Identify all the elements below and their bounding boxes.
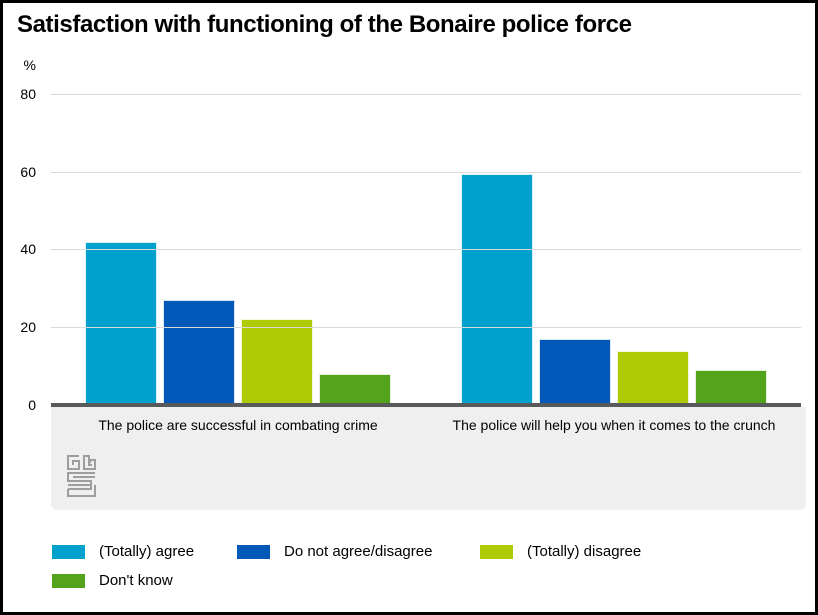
y-axis-unit-label: % <box>23 57 36 73</box>
x-axis-band: The police are successful in combating c… <box>51 407 806 510</box>
y-tick-label-20: 20 <box>20 319 36 336</box>
legend-label: Don't know <box>99 572 173 589</box>
bar-totally-disagree-category-1 <box>241 319 313 405</box>
cbs-logo <box>67 455 96 497</box>
gridline-40 <box>51 249 801 251</box>
legend: (Totally) agree Do not agree/disagree (Tot… <box>3 3 815 612</box>
bar-totally-agree-category-2 <box>461 173 533 405</box>
legend-item-totally-disagree[interactable]: (Totally) disagree <box>480 543 641 560</box>
legend-swatch-totally-agree <box>52 544 85 559</box>
x-axis-line <box>51 403 801 407</box>
legend-item-totally-agree[interactable]: (Totally) agree <box>52 543 194 560</box>
x-category-label-1: The police are successful in combating c… <box>98 417 378 433</box>
legend-label: (Totally) agree <box>99 543 195 560</box>
bar-don-t-know-category-2 <box>695 370 767 405</box>
legend-swatch-don-t-know <box>52 573 85 588</box>
y-tick-label-0: 0 <box>28 397 36 413</box>
legend-label: Do not agree/disagree <box>284 543 433 560</box>
legend-item-don-t-know[interactable]: Don't know <box>52 572 173 589</box>
bar-do-not-agree-disagree-category-2 <box>539 338 611 405</box>
bar-don-t-know-category-1 <box>319 373 391 405</box>
legend-swatch-do-not-agree-disagree <box>237 544 270 559</box>
y-tick-label-80: 80 <box>20 85 36 102</box>
bar-totally-disagree-category-2 <box>617 350 689 405</box>
gridline-20 <box>51 327 801 329</box>
plot-area: % The police are successful in combating… <box>3 3 815 612</box>
y-tick-label-40: 40 <box>20 241 36 258</box>
gridline-60 <box>51 171 801 173</box>
gridline-80 <box>51 93 801 95</box>
legend-item-do-not-agree-disagree[interactable]: Do not agree/disagree <box>237 543 432 560</box>
x-category-label-2: The police will help you when it comes t… <box>452 417 776 433</box>
y-tick-label-60: 60 <box>20 163 36 180</box>
bar-do-not-agree-disagree-category-1 <box>163 300 235 405</box>
legend-label: (Totally) disagree <box>527 543 642 560</box>
chart-title: Satisfaction with functioning of the Bon… <box>17 11 632 38</box>
legend-swatch-totally-disagree <box>480 544 513 559</box>
bar-totally-agree-category-1 <box>85 241 157 405</box>
